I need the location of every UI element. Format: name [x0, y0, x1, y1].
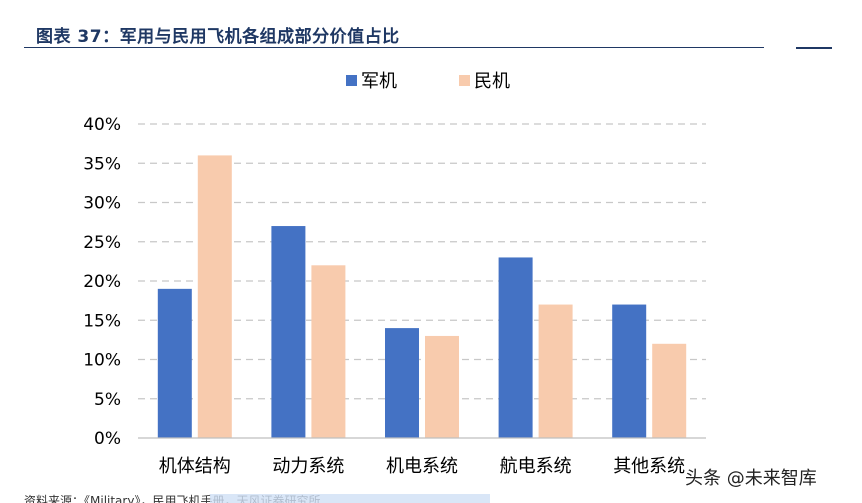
bar-civil: [425, 335, 459, 438]
source-note-text: 资料来源：《Military》，民用飞机手册，天风证券研究所: [24, 494, 321, 503]
y-tick-label: 20%: [83, 272, 121, 292]
bar-civil: [538, 304, 573, 438]
bar-military: [271, 226, 306, 438]
y-tick-label: 10%: [83, 351, 121, 371]
y-tick-label: 30%: [83, 194, 121, 214]
y-tick-label: 40%: [83, 115, 121, 135]
bar-military: [157, 288, 192, 438]
source-note-cropped: 资料来源：《Military》，民用飞机手册，天风证券研究所: [24, 494, 490, 503]
y-tick-label: 5%: [94, 390, 121, 410]
x-tick-label: 其他系统: [613, 456, 685, 477]
bar-military: [612, 304, 647, 438]
x-axis: 机体结构 动力系统 机电系统 航电系统 其他系统: [138, 437, 706, 477]
legend: 军机 民机: [346, 71, 510, 92]
legend-label-civil: 民机: [474, 71, 510, 92]
bars: [157, 155, 687, 438]
y-tick-label: 0%: [94, 429, 121, 449]
bar-civil: [311, 265, 346, 438]
legend-label-military: 军机: [361, 71, 397, 92]
figure-title: 图表 37：军用与民用飞机各组成部分价值占比: [36, 27, 400, 47]
y-axis: 0% 5% 10% 15% 20% 25% 30% 35% 40%: [83, 115, 121, 449]
source-highlight: [210, 494, 490, 503]
x-tick-label: 机体结构: [159, 456, 231, 477]
x-tick-label: 动力系统: [272, 456, 344, 477]
y-tick-label: 15%: [83, 311, 121, 331]
bar-military: [498, 257, 533, 438]
bar-military: [385, 328, 419, 438]
title-underline-accent: [796, 47, 832, 49]
grid-lines: [138, 123, 706, 400]
bar-civil: [652, 343, 687, 438]
title-underline: [24, 47, 764, 48]
legend-swatch-civil: [459, 75, 470, 86]
legend-swatch-military: [346, 75, 357, 86]
y-tick-label: 25%: [83, 233, 121, 253]
watermark-text: 头条 @未来智库: [685, 468, 817, 489]
x-tick-label: 机电系统: [386, 456, 458, 477]
bar-civil: [197, 155, 232, 438]
x-tick-label: 航电系统: [500, 456, 572, 477]
y-tick-label: 35%: [83, 154, 121, 174]
